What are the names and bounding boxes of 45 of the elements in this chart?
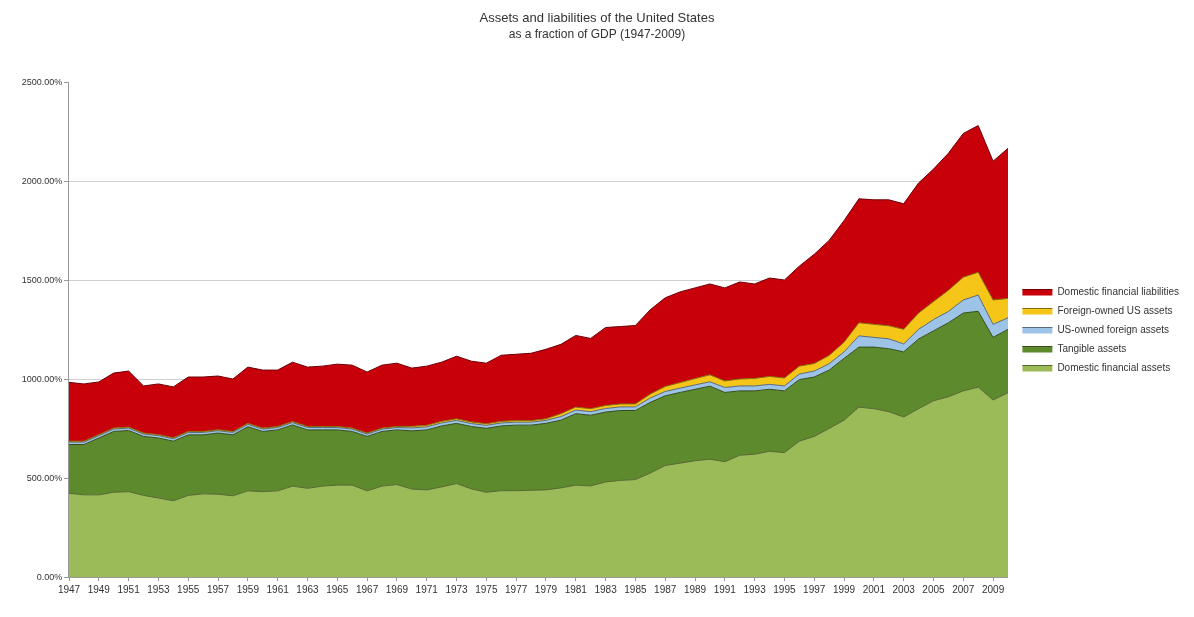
chart-subtitle: as a fraction of GDP (1947-2009)	[508, 27, 686, 42]
y-tick-label: 500.00%	[26, 473, 63, 484]
x-tick-label: 1967	[355, 584, 379, 595]
x-tick-label: 2009	[981, 584, 1005, 595]
x-tick-label: 1989	[683, 584, 707, 595]
x-tick-label: 2003	[892, 584, 916, 595]
y-tick-label: 2000.00%	[21, 176, 63, 187]
x-tick-label: 1957	[206, 584, 230, 595]
chart-title: Assets and liabilities of the United States	[479, 9, 715, 25]
y-tick-label: 1500.00%	[21, 275, 63, 286]
x-tick-label: 2001	[862, 584, 886, 595]
x-tick-label: 1983	[594, 584, 618, 595]
x-tick-label: 2007	[952, 584, 975, 595]
x-tick-label: 1985	[624, 584, 647, 595]
x-tick-label: 1987	[654, 584, 677, 595]
y-tick-label: 0.00%	[36, 572, 63, 583]
x-tick-label: 1995	[773, 584, 796, 595]
y-tick-label: 2500.00%	[21, 77, 63, 88]
x-tick-label: 1947	[57, 584, 81, 595]
x-tick-label: 1961	[266, 584, 290, 595]
x-tick-label: 1991	[713, 584, 737, 595]
legend-label: Foreign-owned US assets	[1057, 305, 1173, 317]
y-tick-label: 1000.00%	[21, 374, 63, 385]
x-tick-label: 1951	[117, 584, 141, 595]
x-tick-label: 2005	[922, 584, 946, 595]
x-tick-label: 1971	[415, 584, 439, 595]
legend-label: US-owned foreign assets	[1057, 324, 1170, 336]
x-tick-label: 1993	[743, 584, 767, 595]
x-tick-label: 1969	[385, 584, 409, 595]
x-tick-label: 1963	[296, 584, 320, 595]
x-tick-label: 1999	[832, 584, 856, 595]
x-tick-label: 1965	[326, 584, 349, 595]
legend-label: Tangible assets	[1057, 343, 1127, 355]
legend-label: Domestic financial liabilities	[1057, 286, 1180, 298]
x-tick-label: 1997	[803, 584, 826, 595]
x-tick-label: 1959	[236, 584, 260, 595]
x-tick-label: 1975	[475, 584, 498, 595]
x-tick-label: 1953	[147, 584, 170, 595]
x-tick-label: 1955	[177, 584, 200, 595]
x-tick-label: 1973	[445, 584, 469, 595]
x-tick-label: 1979	[534, 584, 558, 595]
x-tick-label: 1981	[564, 584, 588, 595]
x-tick-label: 1949	[87, 584, 111, 595]
x-tick-label: 1977	[505, 584, 528, 595]
legend-label: Domestic financial assets	[1057, 362, 1171, 374]
